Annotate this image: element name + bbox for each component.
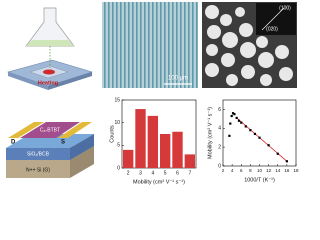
data-point xyxy=(231,112,235,115)
x-tick-label: 12 xyxy=(266,168,272,173)
x-tick-label: 6 xyxy=(176,170,179,176)
data-point xyxy=(228,134,231,137)
data-point xyxy=(285,160,288,163)
bar xyxy=(159,134,171,168)
data-point xyxy=(267,144,270,147)
dielectric-label: SiO₂/BCB xyxy=(27,151,50,157)
x-tick-label: 2 xyxy=(127,170,130,176)
x-tick-label: 6 xyxy=(240,168,243,173)
plot-frame xyxy=(222,99,297,167)
bar xyxy=(172,131,183,168)
x-tick-label: 18 xyxy=(293,168,299,173)
x-tick-label: 2 xyxy=(222,168,225,173)
stripe-micrograph: 100 μm xyxy=(102,2,198,88)
data-point xyxy=(258,136,261,139)
data-point xyxy=(276,152,279,155)
data-point xyxy=(235,116,238,120)
y-tick-label: 6 xyxy=(218,107,221,113)
data-point xyxy=(233,113,236,116)
x-tick-label: 14 xyxy=(275,168,281,173)
y-tick-label: 10 xyxy=(114,120,120,126)
y-tick-label: 2 xyxy=(218,144,221,150)
data-point xyxy=(230,114,233,118)
scale-bar-label: 100 μm xyxy=(168,76,188,82)
y-tick-label: 4 xyxy=(218,126,221,132)
x-axis-label: 1000/T (K⁻¹) xyxy=(244,177,275,183)
heating-label: Heating xyxy=(38,80,58,86)
bar xyxy=(184,154,196,168)
inset-label: (100) xyxy=(279,5,291,11)
x-tick-label: 5 xyxy=(164,170,167,176)
data-point xyxy=(229,122,232,125)
y-tick-label: 5 xyxy=(117,143,120,149)
bar xyxy=(147,115,159,168)
x-tick-label: 16 xyxy=(284,168,290,173)
drain-label: D xyxy=(11,140,16,146)
crystal-image: (100) (020) xyxy=(202,2,297,88)
x-tick-label: 4 xyxy=(151,170,154,176)
y-axis-label: Mobility (cm² V⁻¹ s⁻¹) xyxy=(207,107,213,159)
figure: Heating 100 μm (100) (020) D S xyxy=(6,2,299,185)
source-label: S xyxy=(61,140,65,146)
y-tick-label: 0 xyxy=(218,163,221,169)
gate-label: N++ Si (G) xyxy=(26,167,50,173)
inset-label: (020) xyxy=(266,26,278,32)
plot-frame xyxy=(121,99,197,169)
y-axis-label: Counts xyxy=(109,125,115,143)
data-point xyxy=(237,119,241,122)
x-tick-label: 10 xyxy=(257,168,263,173)
data-point xyxy=(244,125,247,128)
y-tick-label: 15 xyxy=(114,97,120,103)
x-tick-label: 4 xyxy=(231,168,234,173)
device-schematic: D S C₈-BTBT SiO₂/BCB N++ Si (G) xyxy=(6,122,94,178)
data-point xyxy=(253,132,257,136)
y-tick-label: 0 xyxy=(117,165,120,171)
bar xyxy=(122,149,134,168)
x-tick-label: 8 xyxy=(249,168,252,173)
data-point xyxy=(249,129,252,132)
x-tick-label: 7 xyxy=(188,170,191,176)
x-axis-label: Mobility (cm² V⁻¹ s⁻¹) xyxy=(133,179,185,185)
data-point xyxy=(240,121,243,124)
bar xyxy=(135,109,146,168)
deposition-schematic: Heating xyxy=(6,7,94,90)
fit-line xyxy=(236,117,288,162)
x-tick-label: 3 xyxy=(139,170,142,176)
semiconductor-label: C₈-BTBT xyxy=(40,127,60,133)
